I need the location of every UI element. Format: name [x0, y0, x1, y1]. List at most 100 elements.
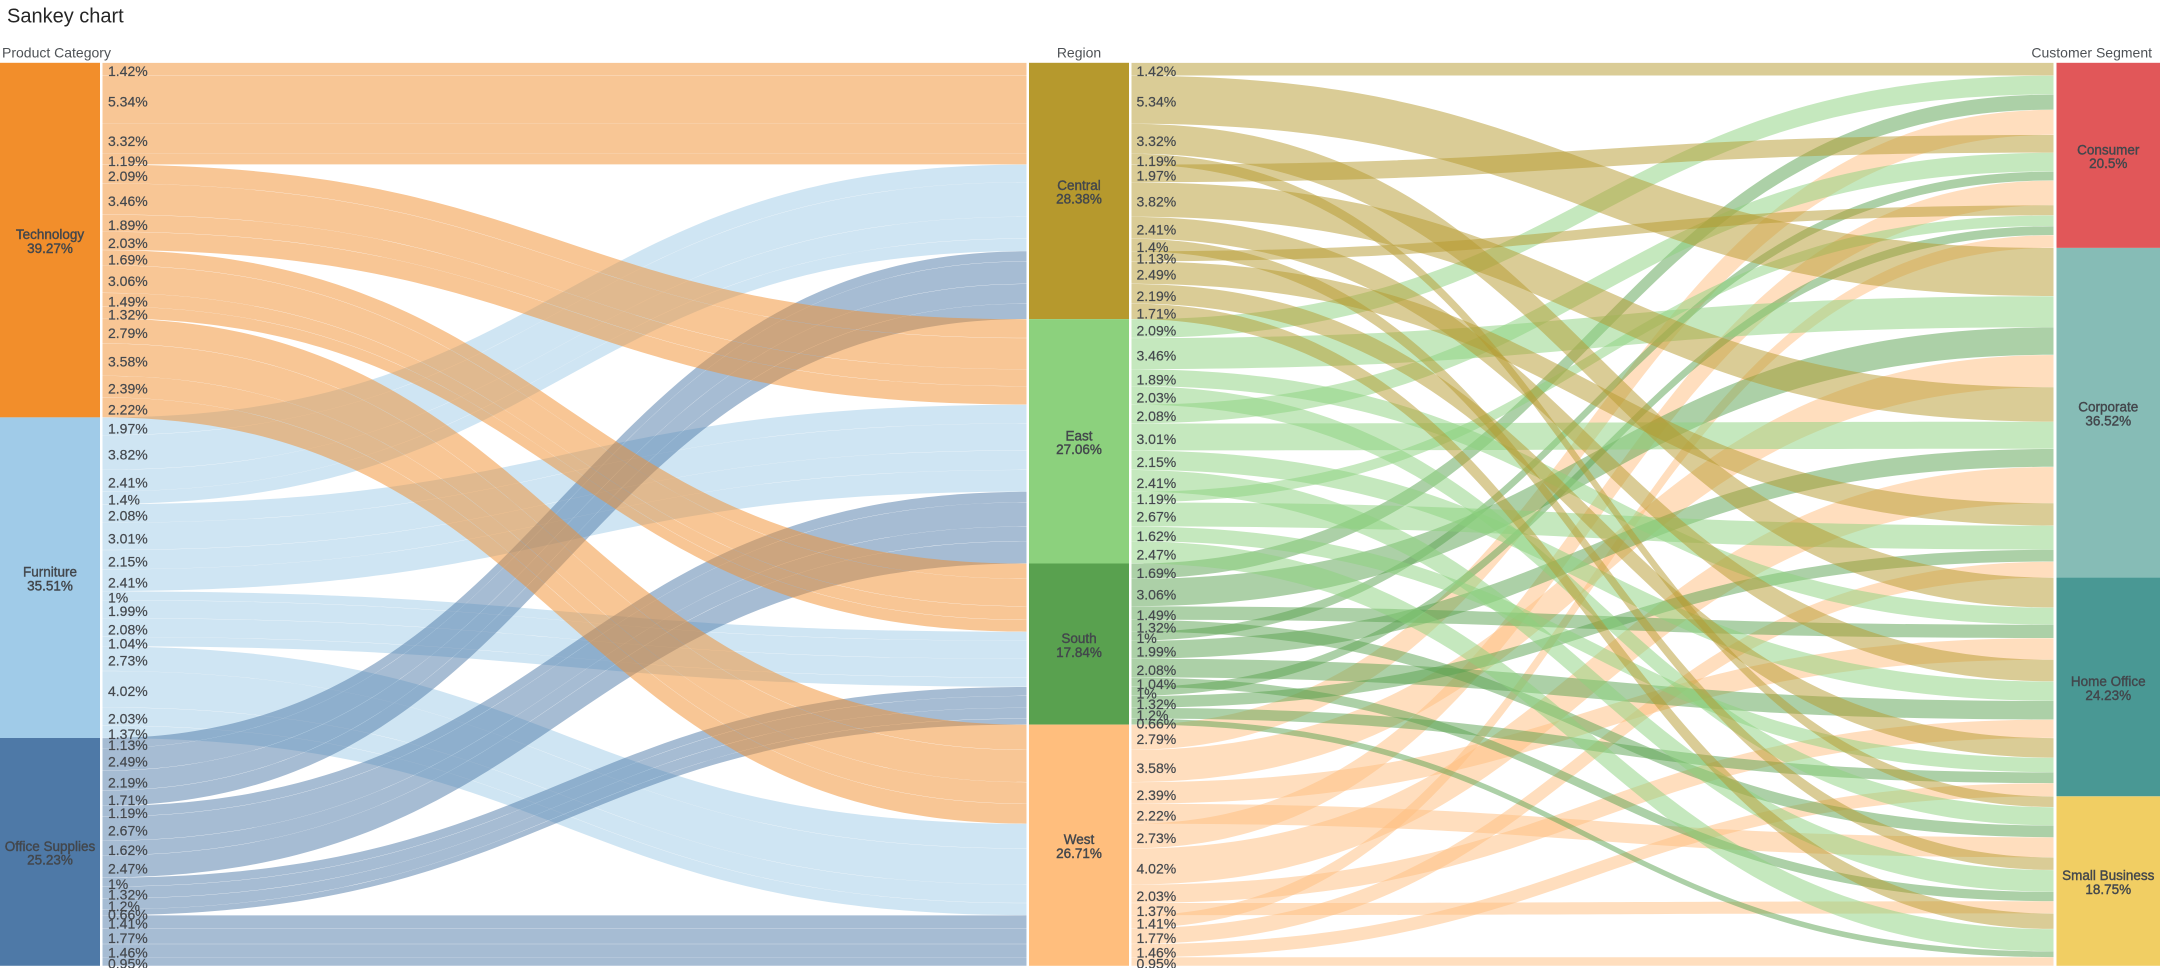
svg-text:1%: 1%	[108, 876, 128, 892]
svg-text:1.46%: 1.46%	[1137, 945, 1177, 961]
svg-text:20.5%: 20.5%	[2089, 156, 2127, 171]
svg-text:4.02%: 4.02%	[108, 683, 148, 699]
svg-text:28.38%: 28.38%	[1056, 192, 1102, 207]
svg-text:Customer Segment: Customer Segment	[2031, 45, 2152, 61]
svg-text:2.03%: 2.03%	[108, 710, 148, 726]
svg-text:4.02%: 4.02%	[1137, 861, 1177, 877]
svg-text:0.95%: 0.95%	[108, 956, 148, 968]
svg-text:18.75%: 18.75%	[2085, 882, 2131, 897]
svg-text:2.47%: 2.47%	[1137, 546, 1177, 562]
svg-text:1.97%: 1.97%	[1137, 167, 1177, 183]
svg-text:2.47%: 2.47%	[108, 861, 148, 877]
svg-text:2.49%: 2.49%	[1137, 267, 1177, 283]
svg-text:2.67%: 2.67%	[1137, 509, 1177, 525]
svg-text:1.41%: 1.41%	[108, 916, 148, 932]
svg-text:1%: 1%	[108, 590, 128, 606]
svg-text:3.58%: 3.58%	[1137, 760, 1177, 776]
svg-text:2.03%: 2.03%	[1137, 888, 1177, 904]
svg-text:Technology: Technology	[16, 227, 85, 242]
svg-text:1.42%: 1.42%	[108, 63, 148, 79]
svg-text:Region: Region	[1057, 45, 1101, 61]
svg-text:Product Category: Product Category	[2, 45, 111, 61]
svg-text:1.4%: 1.4%	[1137, 239, 1169, 255]
svg-text:1.77%: 1.77%	[1137, 930, 1177, 946]
svg-text:1.71%: 1.71%	[108, 792, 148, 808]
svg-text:2.22%: 2.22%	[1137, 808, 1177, 824]
svg-text:3.82%: 3.82%	[1137, 194, 1177, 210]
svg-text:2.41%: 2.41%	[108, 475, 148, 491]
svg-text:1.62%: 1.62%	[1137, 528, 1177, 544]
svg-text:3.58%: 3.58%	[108, 354, 148, 370]
svg-text:2.73%: 2.73%	[1137, 830, 1177, 846]
svg-text:Home Office: Home Office	[2071, 674, 2146, 689]
svg-text:1.32%: 1.32%	[1137, 696, 1177, 712]
svg-text:1.97%: 1.97%	[108, 420, 148, 436]
svg-text:2.39%: 2.39%	[108, 381, 148, 397]
svg-text:2.41%: 2.41%	[108, 574, 148, 590]
svg-text:2.03%: 2.03%	[1137, 389, 1177, 405]
svg-text:3.82%: 3.82%	[108, 446, 148, 462]
svg-text:1.32%: 1.32%	[1137, 620, 1177, 636]
svg-text:West: West	[1064, 832, 1095, 847]
svg-text:24.23%: 24.23%	[2085, 688, 2131, 703]
svg-text:1%: 1%	[1137, 685, 1157, 701]
svg-text:Corporate: Corporate	[2078, 400, 2138, 415]
svg-text:3.06%: 3.06%	[1137, 587, 1177, 603]
svg-text:1.37%: 1.37%	[108, 726, 148, 742]
svg-text:1.19%: 1.19%	[1137, 153, 1177, 169]
svg-text:Office Supplies: Office Supplies	[5, 839, 96, 854]
svg-text:2.41%: 2.41%	[1137, 475, 1177, 491]
svg-text:1.89%: 1.89%	[1137, 372, 1177, 388]
svg-text:1.42%: 1.42%	[1137, 63, 1177, 79]
svg-text:1.69%: 1.69%	[1137, 565, 1177, 581]
svg-text:1.62%: 1.62%	[108, 842, 148, 858]
svg-text:2.19%: 2.19%	[1137, 288, 1177, 304]
svg-text:Furniture: Furniture	[23, 565, 77, 580]
svg-text:3.01%: 3.01%	[108, 530, 148, 546]
svg-text:2.73%: 2.73%	[108, 653, 148, 669]
svg-text:2.15%: 2.15%	[1137, 454, 1177, 470]
svg-text:1.69%: 1.69%	[108, 252, 148, 268]
svg-text:1.41%: 1.41%	[1137, 916, 1177, 932]
svg-text:27.06%: 27.06%	[1056, 442, 1102, 457]
svg-text:2.03%: 2.03%	[108, 235, 148, 251]
svg-text:3.46%: 3.46%	[108, 193, 148, 209]
svg-text:3.06%: 3.06%	[108, 273, 148, 289]
svg-text:2.08%: 2.08%	[108, 622, 148, 638]
svg-text:1%: 1%	[1137, 630, 1157, 646]
svg-text:1.2%: 1.2%	[1137, 707, 1169, 723]
svg-text:26.71%: 26.71%	[1056, 846, 1102, 861]
svg-text:Sankey chart: Sankey chart	[7, 6, 124, 28]
svg-text:1.49%: 1.49%	[1137, 607, 1177, 623]
svg-text:0.95%: 0.95%	[1137, 956, 1177, 968]
svg-text:1.04%: 1.04%	[108, 636, 148, 652]
svg-text:1.99%: 1.99%	[108, 603, 148, 619]
svg-text:1.4%: 1.4%	[108, 492, 140, 508]
svg-text:1.77%: 1.77%	[108, 930, 148, 946]
svg-text:1.04%: 1.04%	[1137, 676, 1177, 692]
svg-text:2.08%: 2.08%	[1137, 662, 1177, 678]
svg-text:2.49%: 2.49%	[108, 753, 148, 769]
svg-text:5.34%: 5.34%	[1137, 94, 1177, 110]
svg-text:2.09%: 2.09%	[108, 168, 148, 184]
svg-text:3.46%: 3.46%	[1137, 348, 1177, 364]
svg-text:1.99%: 1.99%	[1137, 644, 1177, 660]
svg-text:East: East	[1065, 428, 1092, 443]
svg-text:1.71%: 1.71%	[1137, 305, 1177, 321]
svg-text:1.37%: 1.37%	[1137, 903, 1177, 919]
svg-text:1.49%: 1.49%	[108, 294, 148, 310]
svg-text:1.46%: 1.46%	[108, 945, 148, 961]
svg-text:1.2%: 1.2%	[108, 898, 140, 914]
svg-text:1.32%: 1.32%	[108, 306, 148, 322]
svg-text:2.67%: 2.67%	[108, 823, 148, 839]
svg-text:South: South	[1061, 631, 1096, 646]
svg-text:3.32%: 3.32%	[108, 133, 148, 149]
svg-text:Small Business: Small Business	[2062, 868, 2155, 883]
svg-text:0.66%: 0.66%	[1137, 716, 1177, 732]
svg-text:2.19%: 2.19%	[108, 775, 148, 791]
svg-text:5.34%: 5.34%	[108, 94, 148, 110]
svg-text:3.01%: 3.01%	[1137, 431, 1177, 447]
svg-text:1.19%: 1.19%	[108, 805, 148, 821]
svg-text:1.13%: 1.13%	[108, 737, 148, 753]
svg-text:2.08%: 2.08%	[1137, 408, 1177, 424]
